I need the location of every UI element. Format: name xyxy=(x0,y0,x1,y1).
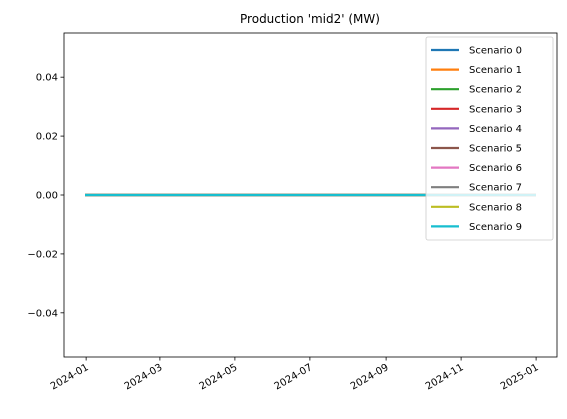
x-axis: 2024-01 2024-03 2024-05 2024-07 2024-09 2024-… xyxy=(49,357,541,392)
legend-label-7: Scenario 7 xyxy=(469,183,522,194)
chart-title: Production 'mid2' (MW) xyxy=(240,12,380,26)
y-tick-label: 0.00 xyxy=(36,191,58,202)
legend-label-3: Scenario 3 xyxy=(469,104,522,115)
x-tick-label: 2025-01 xyxy=(499,362,541,392)
y-tick-label: 0.02 xyxy=(36,132,58,143)
x-tick-label: 2024-11 xyxy=(424,362,466,392)
legend-label-0: Scenario 0 xyxy=(469,46,522,57)
legend-label-1: Scenario 1 xyxy=(469,65,522,76)
x-tick-label: 2024-07 xyxy=(273,362,315,392)
y-axis: 0.04 0.02 0.00 −0.02 −0.04 xyxy=(27,73,64,319)
legend-label-6: Scenario 6 xyxy=(469,163,522,174)
legend-label-2: Scenario 2 xyxy=(469,85,522,96)
legend-label-4: Scenario 4 xyxy=(469,124,522,135)
legend-label-9: Scenario 9 xyxy=(469,222,522,233)
x-tick-label: 2024-05 xyxy=(198,362,240,392)
legend: Scenario 0 Scenario 1 Scenario 2 Scenario 3… xyxy=(425,36,554,241)
y-tick-label: −0.02 xyxy=(27,249,58,260)
legend-box xyxy=(425,36,554,241)
y-tick-label: −0.04 xyxy=(27,308,58,319)
legend-label-5: Scenario 5 xyxy=(469,144,522,155)
x-tick-label: 2024-09 xyxy=(349,362,391,392)
x-tick-label: 2024-01 xyxy=(49,362,91,392)
x-tick-label: 2024-03 xyxy=(123,362,165,392)
y-tick-label: 0.04 xyxy=(36,73,58,84)
legend-label-8: Scenario 8 xyxy=(469,202,522,213)
